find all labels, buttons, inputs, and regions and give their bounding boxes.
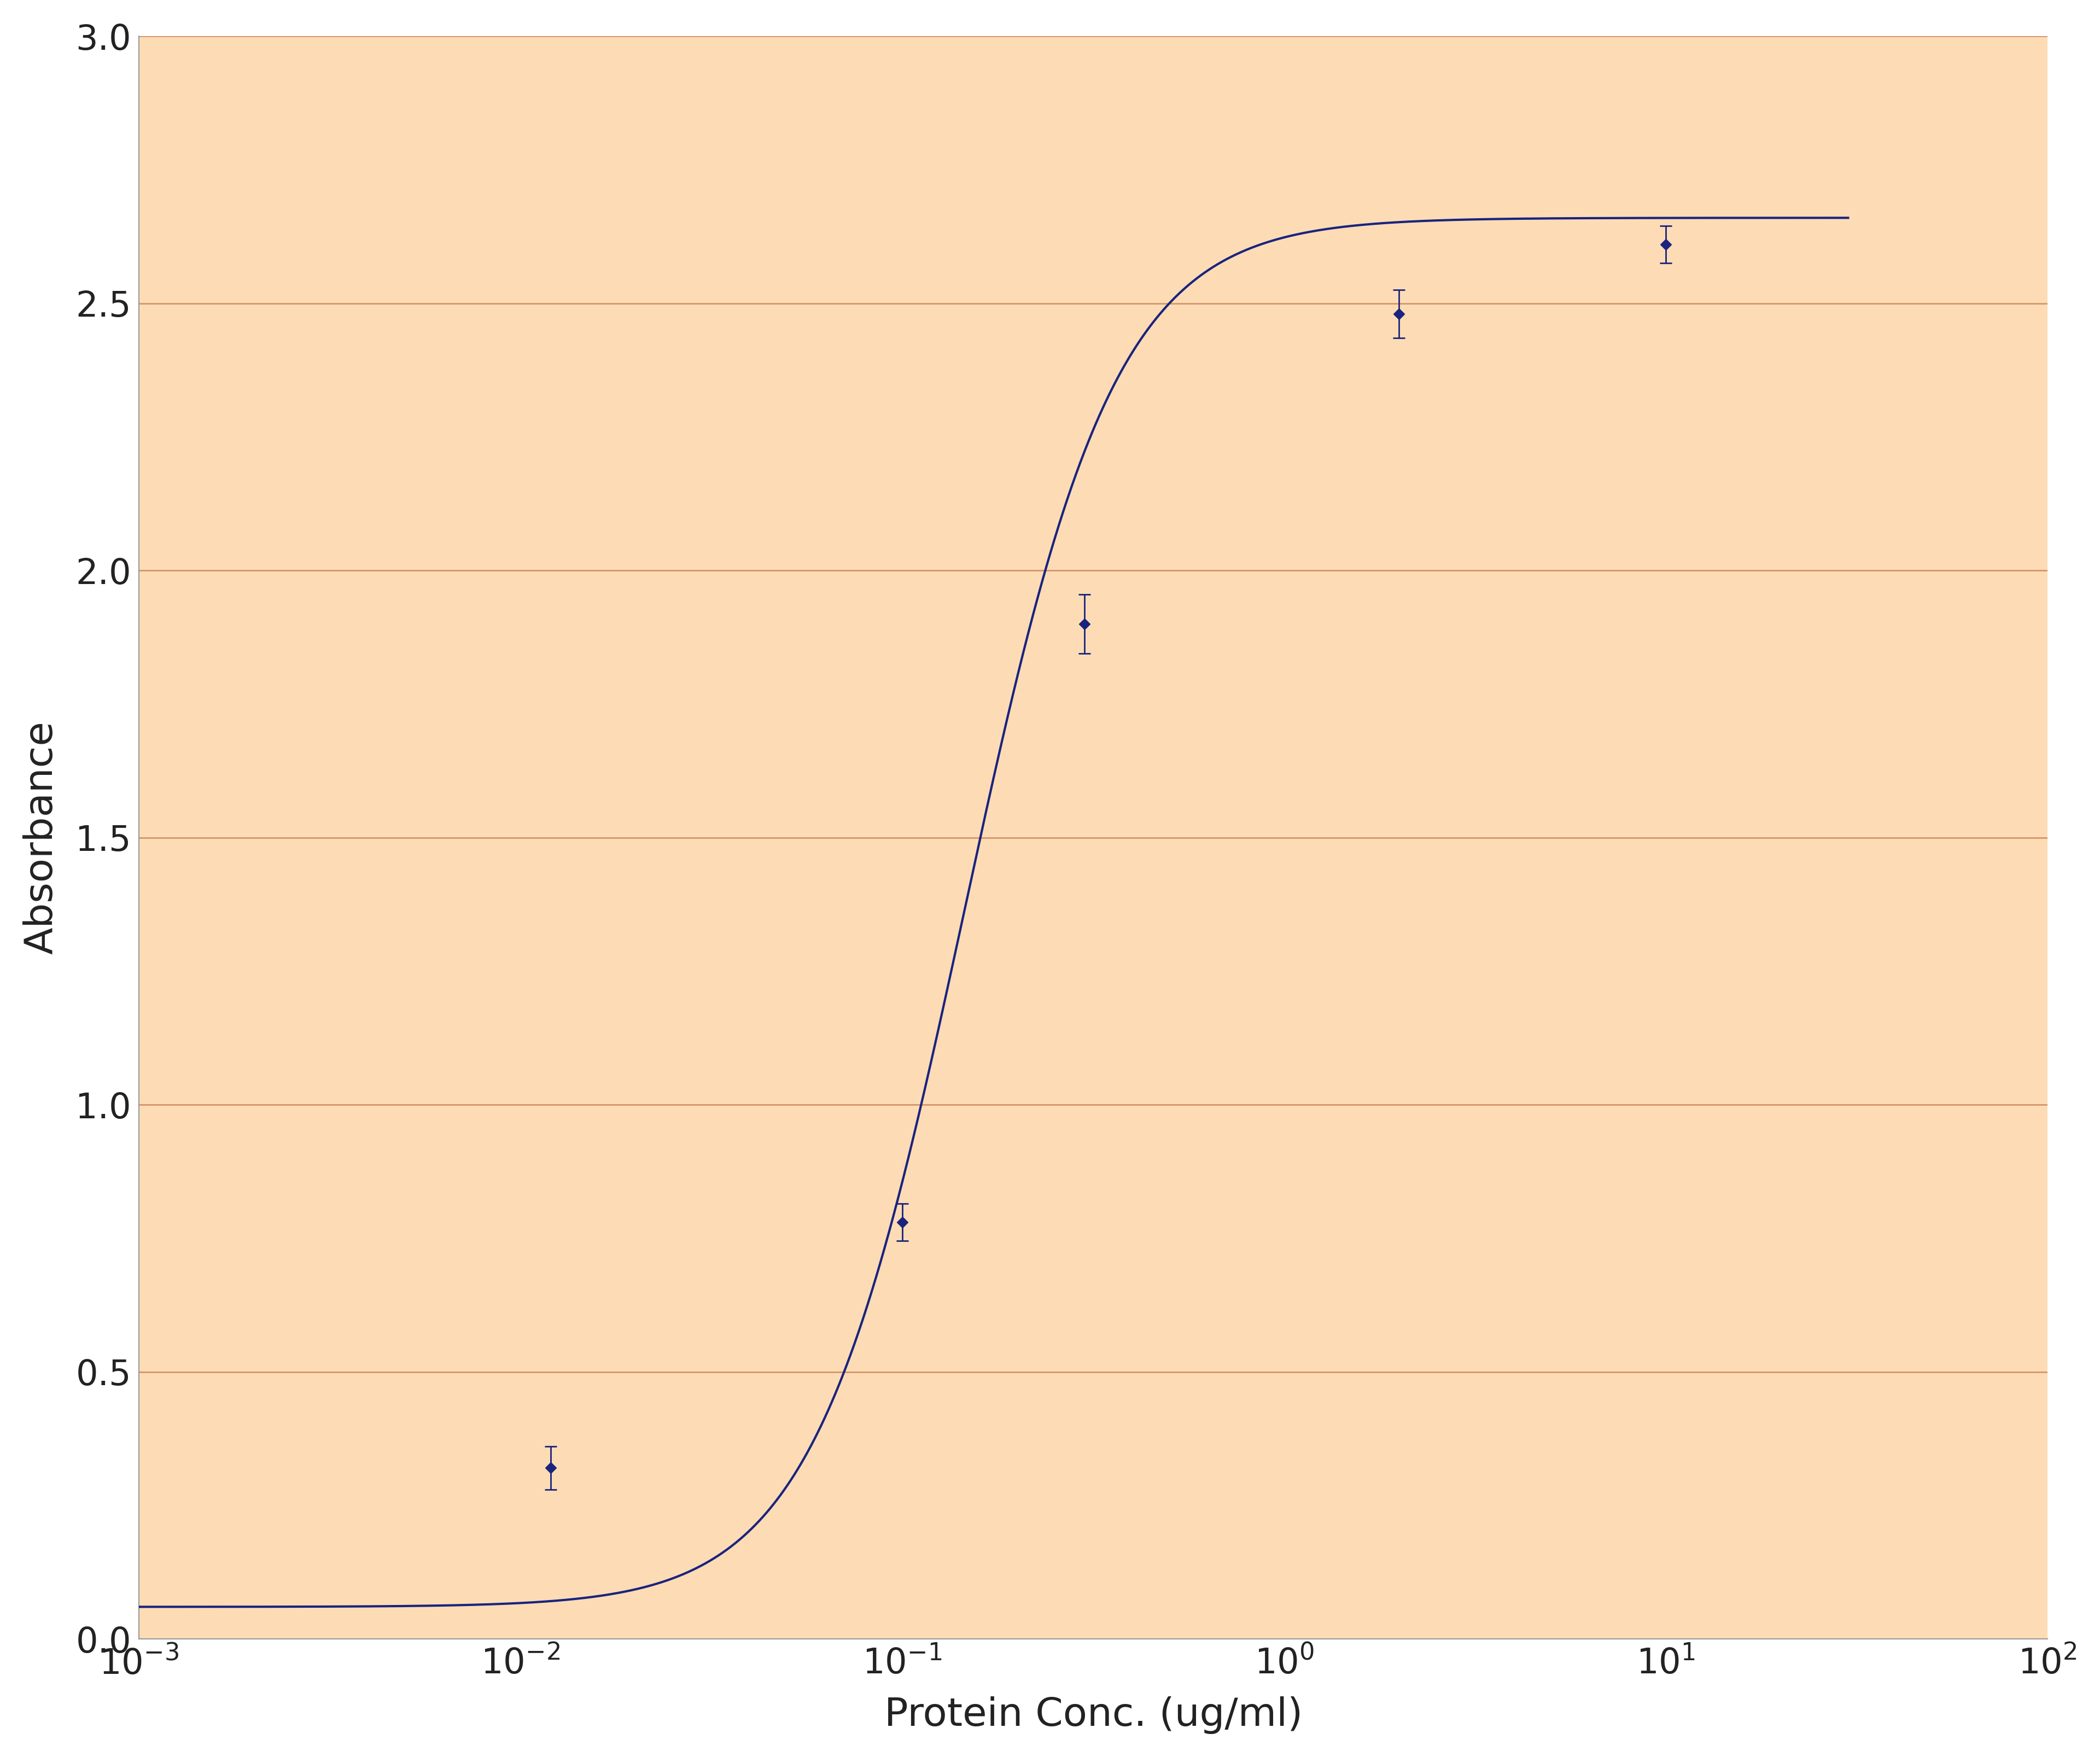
X-axis label: Protein Conc. (ug/ml): Protein Conc. (ug/ml) [884, 1697, 1302, 1734]
Y-axis label: Absorbance: Absorbance [23, 720, 61, 954]
